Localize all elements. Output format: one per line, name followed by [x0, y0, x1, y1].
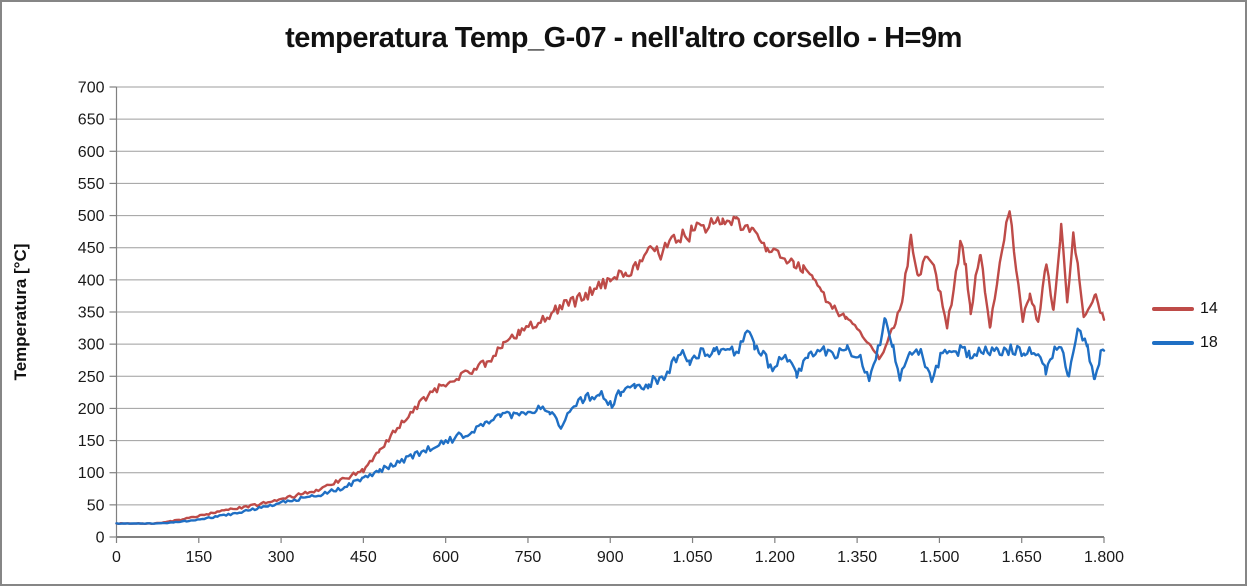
legend-entry-18: 18	[1152, 333, 1218, 353]
x-tick-label: 1.050	[673, 549, 713, 566]
x-tick-label: 300	[268, 549, 295, 566]
series-line-18	[115, 317, 1106, 525]
y-tick-label: 0	[96, 530, 105, 547]
legend-label: 14	[1200, 300, 1218, 317]
chart-title: temperatura Temp_G-07 - nell'altro corse…	[285, 22, 962, 54]
x-tick-label: 600	[432, 549, 459, 566]
y-tick-label: 250	[78, 369, 105, 386]
y-tick-label: 600	[78, 144, 105, 161]
legend-line-swatch	[1152, 341, 1194, 345]
y-tick-label: 450	[78, 240, 105, 257]
x-tick-label: 1.650	[1002, 549, 1042, 566]
x-tick-label: 750	[515, 549, 542, 566]
y-tick-label: 650	[78, 112, 105, 129]
legend: 14 18	[1152, 299, 1218, 367]
x-tick-label: 1.500	[919, 549, 959, 566]
x-tick-label: 1.200	[755, 549, 795, 566]
y-tick-label: 350	[78, 305, 105, 322]
y-tick-label: 150	[78, 433, 105, 450]
legend-line-swatch	[1152, 307, 1194, 311]
x-tick-label: 1.800	[1084, 549, 1124, 566]
y-tick-label: 100	[78, 465, 105, 482]
series-line-14	[115, 210, 1106, 525]
y-axis-title: Temperatura [°C]	[11, 243, 30, 381]
x-tick-label: 0	[112, 549, 121, 566]
y-tick-label: 500	[78, 208, 105, 225]
legend-entry-14: 14	[1152, 299, 1218, 319]
x-tick-label: 900	[597, 549, 624, 566]
x-tick-label: 150	[185, 549, 212, 566]
y-tick-label: 200	[78, 401, 105, 418]
x-tick-label: 450	[350, 549, 377, 566]
y-tick-label: 50	[87, 497, 105, 514]
y-tick-label: 550	[78, 176, 105, 193]
y-tick-label: 400	[78, 272, 105, 289]
y-tick-label: 300	[78, 337, 105, 354]
y-tick-label: 700	[78, 80, 105, 97]
legend-label: 18	[1200, 334, 1218, 351]
x-tick-label: 1.350	[837, 549, 877, 566]
